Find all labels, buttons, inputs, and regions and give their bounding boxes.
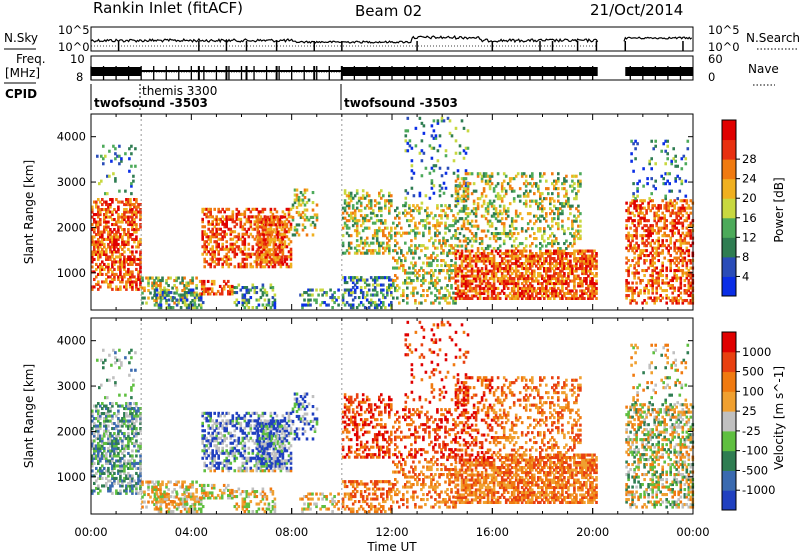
freq-label-2: [MHz] <box>5 66 40 80</box>
nave-tick-bottom: 0 <box>708 70 715 84</box>
velocity-colorbar-swatch <box>722 332 736 353</box>
power-colorbar-label: Power [dB] <box>772 177 786 242</box>
cpid-label: CPID <box>5 87 37 101</box>
power-ylabel: Slant Range [km] <box>22 160 36 264</box>
power-ytick-label: 4000 <box>57 130 86 144</box>
time-xtick-label: 08:00 <box>275 525 308 539</box>
power-colorbar-swatch <box>722 178 736 199</box>
freq-tick-bottom: 8 <box>76 70 83 84</box>
velocity-ylabel: Slant Range [km] <box>22 364 36 468</box>
velocity-colorbar-swatch <box>722 411 736 432</box>
power-ytick-label: 2000 <box>57 220 86 234</box>
power-colorbar-tick: 20 <box>742 191 757 205</box>
power-ytick-label: 3000 <box>57 175 86 189</box>
time-xtick-label: 00:00 <box>676 525 709 539</box>
nsky-right-tick-bottom: 10^0 <box>708 40 740 54</box>
velocity-colorbar-swatch <box>722 490 736 511</box>
velocity-colorbar-tick: -1000 <box>742 483 775 497</box>
nave-tick-top: 60 <box>708 52 723 66</box>
velocity-colorbar-swatch <box>722 351 736 373</box>
velocity-ytick-label: 4000 <box>57 334 86 348</box>
velocity-ytick-label: 1000 <box>57 470 86 484</box>
velocity-ytick-label: 2000 <box>57 424 86 438</box>
velocity-colorbar-swatch <box>722 430 736 452</box>
power-colorbar-swatch <box>722 139 736 160</box>
power-colorbar-tick: 16 <box>742 211 757 225</box>
nsky-panel: 10^5 10^0 10^5 10^0 <box>58 23 740 54</box>
power-colorbar-tick: 24 <box>742 172 757 186</box>
cpid-segment-3: twofsound -3503 <box>344 96 458 110</box>
velocity-colorbar-swatch <box>722 391 736 412</box>
velocity-colorbar-tick: -100 <box>742 444 768 458</box>
power-colorbar: 4 8 12 16 20 24 28 Power [dB] <box>721 119 786 297</box>
velocity-colorbar-label: Velocity [m s^-1] <box>772 366 786 470</box>
velocity-colorbar-tick: 500 <box>742 365 764 379</box>
time-xlabel: Time UT <box>366 540 417 554</box>
velocity-colorbar-swatch <box>722 470 736 491</box>
power-colorbar-tick: 4 <box>742 269 749 283</box>
power-colorbar-swatch <box>722 120 736 141</box>
nave-label: Nave <box>748 62 779 76</box>
time-xtick-label: 12:00 <box>375 525 408 539</box>
velocity-colorbar-tick: -25 <box>742 424 761 438</box>
velocity-colorbar: 1000 500 100 25 -25 -100 -500 -1000 Velocity [m… <box>721 331 786 511</box>
cpid-segment-1: twofsound -3503 <box>94 96 208 110</box>
freq-panel: 10 8 60 0 <box>70 52 723 84</box>
station-title: Rankin Inlet (fitACF) <box>93 0 243 17</box>
power-colorbar-swatch <box>722 217 736 238</box>
freq-tick-top: 10 <box>70 52 85 66</box>
nsky-left-tick-bottom: 10^0 <box>58 40 90 54</box>
velocity-colorbar-swatch <box>722 371 736 392</box>
power-colorbar-swatch <box>722 237 736 258</box>
velocity-colorbar-tick: 25 <box>742 404 757 418</box>
time-xtick-label: 20:00 <box>576 525 609 539</box>
cpid-segment-2: themis 3300 <box>142 84 217 98</box>
power-colorbar-swatch <box>722 256 736 277</box>
velocity-ytick-label: 3000 <box>57 379 86 393</box>
power-colorbar-swatch <box>722 159 736 180</box>
velocity-colorbar-tick: 100 <box>742 384 764 398</box>
beam-title: Beam 02 <box>355 2 422 20</box>
power-colorbar-swatch <box>722 276 736 297</box>
freq-label-1: Freq. <box>16 52 46 66</box>
velocity-colorbar-tick: 1000 <box>742 345 771 359</box>
date-title: 21/Oct/2014 <box>590 1 683 19</box>
power-colorbar-tick: 12 <box>742 230 757 244</box>
velocity-colorbar-tick: -500 <box>742 463 768 477</box>
power-ytick-label: 1000 <box>57 266 86 280</box>
nsky-right-tick-top: 10^5 <box>708 23 740 37</box>
velocity-panel: 1000 2000 3000 4000 00:00 04:00 08:00 12:00 16:… <box>22 114 710 554</box>
power-colorbar-swatch <box>722 198 736 219</box>
nsky-left-tick-top: 10^5 <box>58 23 90 37</box>
power-colorbar-tick: 28 <box>742 152 757 166</box>
time-xtick-label: 04:00 <box>175 525 208 539</box>
velocity-colorbar-swatch <box>722 450 736 471</box>
nsearch-label: N.Search <box>746 31 800 45</box>
nsky-label: N.Sky <box>4 31 38 45</box>
cpid-panel: twofsound -3503 themis 3300 twofsound -3… <box>90 84 458 110</box>
power-colorbar-tick: 8 <box>742 250 749 264</box>
power-panel: 1000 2000 3000 4000 Slant Range [km] <box>22 113 695 311</box>
time-xtick-label: 00:00 <box>74 525 107 539</box>
time-xtick-label: 16:00 <box>476 525 509 539</box>
